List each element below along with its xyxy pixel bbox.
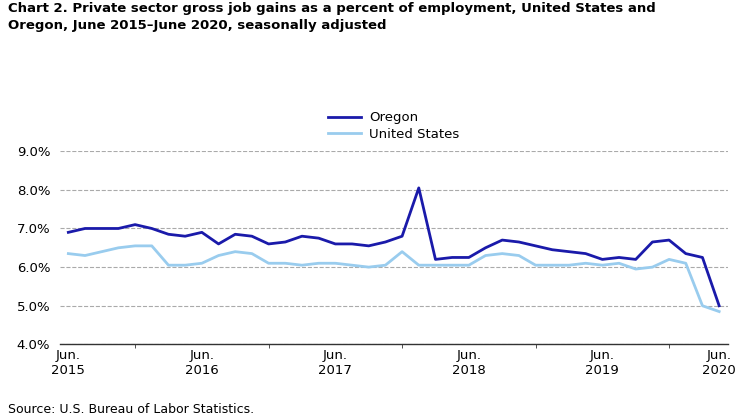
United States — [681, 261, 690, 266]
United States — [664, 257, 674, 262]
Oregon — [698, 255, 707, 260]
United States — [197, 261, 206, 266]
Oregon — [565, 249, 574, 254]
Oregon — [298, 234, 307, 239]
Text: Chart 2. Private sector gross job gains as a percent of employment, United State: Chart 2. Private sector gross job gains … — [8, 2, 656, 15]
United States — [498, 251, 507, 256]
United States — [481, 253, 490, 258]
Oregon — [448, 255, 457, 260]
United States — [715, 309, 724, 314]
Oregon — [364, 243, 374, 248]
United States — [181, 262, 190, 268]
United States — [398, 249, 406, 254]
Oregon — [164, 232, 173, 237]
United States — [448, 262, 457, 268]
Oregon — [715, 303, 724, 308]
Oregon — [197, 230, 206, 235]
United States — [331, 261, 340, 266]
Oregon — [632, 257, 640, 262]
Oregon — [64, 230, 73, 235]
Oregon — [481, 245, 490, 250]
Oregon — [548, 247, 556, 252]
United States — [147, 243, 156, 248]
Oregon — [80, 226, 89, 231]
Oregon — [498, 238, 507, 243]
United States — [648, 265, 657, 270]
United States — [431, 262, 440, 268]
United States — [548, 262, 556, 268]
Line: United States: United States — [68, 246, 719, 312]
Text: Oregon, June 2015–June 2020, seasonally adjusted: Oregon, June 2015–June 2020, seasonally … — [8, 19, 386, 32]
United States — [130, 243, 140, 248]
United States — [598, 262, 607, 268]
United States — [80, 253, 89, 258]
Oregon — [464, 255, 473, 260]
Oregon — [98, 226, 106, 231]
United States — [248, 251, 256, 256]
United States — [381, 262, 390, 268]
Oregon — [381, 239, 390, 244]
Oregon — [248, 234, 256, 239]
Oregon — [681, 251, 690, 256]
Oregon — [514, 239, 523, 244]
United States — [565, 262, 574, 268]
Oregon — [314, 236, 323, 241]
United States — [214, 253, 223, 258]
United States — [164, 262, 173, 268]
United States — [464, 262, 473, 268]
Oregon — [147, 226, 156, 231]
Oregon — [664, 238, 674, 243]
United States — [581, 261, 590, 266]
Oregon — [598, 257, 607, 262]
Oregon — [648, 239, 657, 244]
United States — [114, 245, 123, 250]
United States — [64, 251, 73, 256]
United States — [531, 262, 540, 268]
United States — [298, 262, 307, 268]
Oregon — [181, 234, 190, 239]
United States — [98, 249, 106, 254]
United States — [698, 303, 707, 308]
Line: Oregon: Oregon — [68, 188, 719, 306]
United States — [231, 249, 240, 254]
United States — [314, 261, 323, 266]
United States — [280, 261, 290, 266]
United States — [264, 261, 273, 266]
Text: Source: U.S. Bureau of Labor Statistics.: Source: U.S. Bureau of Labor Statistics. — [8, 403, 254, 416]
Oregon — [531, 243, 540, 248]
Oregon — [214, 241, 223, 247]
Oregon — [130, 222, 140, 227]
United States — [514, 253, 523, 258]
Oregon — [347, 241, 356, 247]
United States — [364, 265, 374, 270]
Oregon — [331, 241, 340, 247]
Oregon — [581, 251, 590, 256]
United States — [414, 262, 423, 268]
United States — [614, 261, 623, 266]
Oregon — [614, 255, 623, 260]
Oregon — [431, 257, 440, 262]
Oregon — [114, 226, 123, 231]
United States — [632, 267, 640, 272]
United States — [347, 262, 356, 268]
Oregon — [414, 185, 423, 190]
Oregon — [398, 234, 406, 239]
Legend: Oregon, United States: Oregon, United States — [328, 111, 459, 141]
Oregon — [264, 241, 273, 247]
Oregon — [231, 232, 240, 237]
Oregon — [280, 239, 290, 244]
